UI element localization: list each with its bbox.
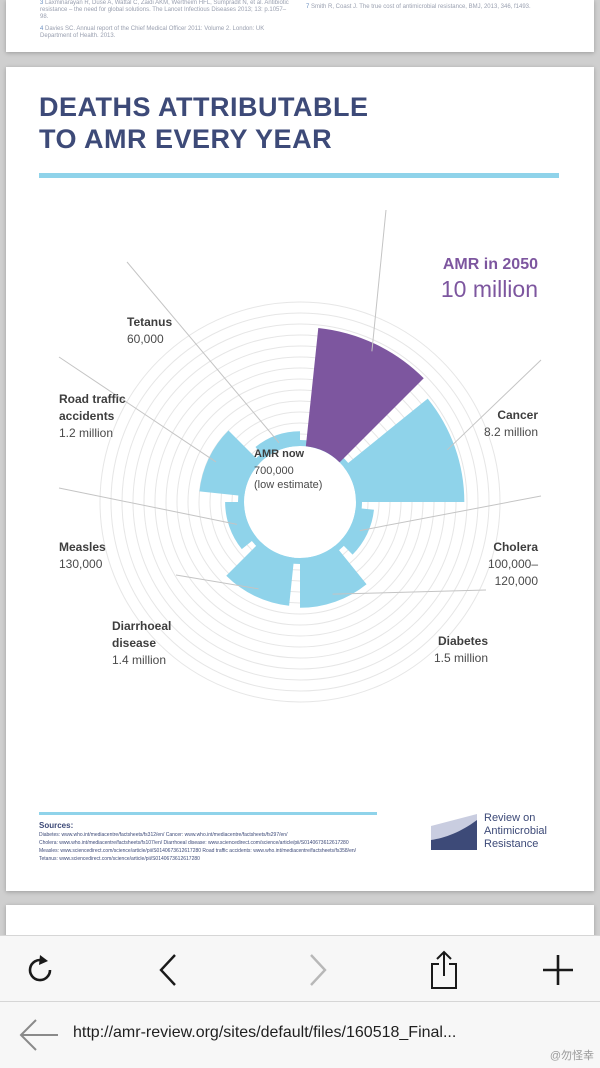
reload-icon: [28, 955, 52, 982]
leader-line-cholera: [359, 495, 542, 532]
label-cholera: Cholera 100,000– 120,000: [487, 540, 538, 588]
leader-line-tetanus: [126, 261, 280, 444]
leader-lines: [58, 209, 542, 595]
reload-button[interactable]: [18, 948, 62, 992]
previous-page: 3 Laxminarayan R, Duse A, Wattal C, Zaid…: [6, 0, 594, 52]
label-tetanus: Tetanus 60,000: [127, 315, 173, 346]
reference-4: 4 Davies SC. Annual report of the Chief …: [40, 26, 265, 39]
wedge-tetanus: [255, 431, 300, 459]
address-bar: http://amr-review.org/sites/default/file…: [0, 1001, 600, 1068]
reference-3: 3 Laxminarayan R, Duse A, Wattal C, Zaid…: [40, 0, 289, 20]
browser-toolbar: [0, 935, 600, 1002]
polar-area-chart: [58, 209, 542, 703]
wedge-amr2050: [305, 327, 424, 463]
grid-ring: [99, 301, 501, 703]
amr-review-logo-icon: [431, 814, 477, 850]
infographic-page: DEATHS ATTRIBUTABLE TO AMR EVERY YEAR AM…: [6, 67, 594, 891]
leader-line-diabetes: [332, 589, 487, 595]
new-tab-button[interactable]: [536, 948, 580, 992]
forward-button[interactable]: [294, 948, 338, 992]
grid-ring: [121, 323, 479, 681]
leader-line-road: [58, 356, 217, 463]
grid-ring: [132, 334, 468, 670]
wedge-cholera: [339, 507, 374, 555]
leader-line-cancer: [447, 359, 542, 451]
amr-2050-label: AMR in 2050 10 million: [440, 256, 538, 302]
sources-rule: [39, 812, 377, 815]
label-cancer: Cancer 8.2 million: [483, 408, 538, 439]
label-measles: Measles 130,000: [59, 540, 106, 571]
leader-line-diarrhoeal: [175, 574, 259, 590]
leader-line-amr2050: [371, 209, 387, 352]
wedge-diabetes: [300, 545, 367, 608]
reference-7: 7 Smith R, Coast J. The true cost of ant…: [306, 4, 531, 10]
label-diabetes: Diabetes 1.5 million: [433, 634, 488, 665]
back-arrow-icon[interactable]: [18, 1018, 60, 1052]
wedge-road: [199, 430, 261, 497]
chart-wedges: [199, 327, 465, 608]
watermark: @勿怪幸: [549, 1050, 594, 1062]
wedge-measles: [225, 502, 257, 550]
wedge-diarrhoeal: [226, 541, 295, 606]
plus-icon: [543, 955, 573, 985]
share-button[interactable]: [422, 948, 466, 992]
label-road-traffic: Road traffic accidents 1.2 million: [59, 392, 126, 440]
sources-block: Sources: Diabetes: www.who.int/mediacent…: [39, 821, 357, 862]
chevron-left-icon: [159, 954, 176, 986]
wedge-cancer: [343, 398, 465, 502]
page-title: DEATHS ATTRIBUTABLE TO AMR EVERY YEAR: [39, 92, 369, 154]
amr-now-label: AMR now 700,000 (low estimate): [254, 448, 323, 491]
url-text[interactable]: http://amr-review.org/sites/default/file…: [73, 1024, 457, 1041]
chevron-right-icon: [310, 954, 327, 986]
grid-ring: [110, 312, 490, 692]
back-button[interactable]: [148, 948, 192, 992]
title-rule: [39, 173, 559, 178]
logo-text: Review on Antimicrobial Resistance: [484, 812, 547, 850]
label-diarrhoeal: Diarrhoeal disease 1.4 million: [112, 619, 172, 667]
leader-line-measles: [58, 487, 238, 525]
share-icon: [431, 950, 457, 989]
